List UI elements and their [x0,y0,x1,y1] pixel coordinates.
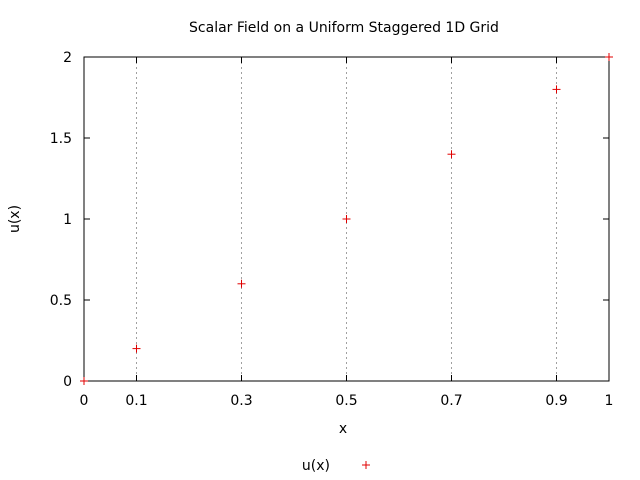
data-point [132,344,141,353]
x-tick-label: 0.3 [230,393,252,409]
x-tick-label: 1 [605,393,614,409]
data-point [552,85,561,94]
x-tick-label: 0.9 [545,393,567,409]
y-tick-label: 0 [63,374,72,390]
legend-label: u(x) [302,458,330,474]
legend: u(x) [302,458,370,474]
legend-marker-symbol [362,461,370,469]
ticks-layer: 0 0.1 0.3 0.5 0.7 0.9 1 0 0.5 1 1.5 2 [50,50,614,409]
chart-title: Scalar Field on a Uniform Staggered 1D G… [189,20,499,36]
x-tick-label: 0.1 [125,393,147,409]
points-layer [80,53,613,385]
y-tick-label: 2 [63,50,72,66]
y-tick-label: 0.5 [50,293,72,309]
data-point [237,279,246,288]
y-tick-label: 1.5 [50,131,72,147]
data-point [80,377,88,385]
y-tick-label: 1 [63,212,72,228]
data-point [342,215,351,223]
data-point [605,53,613,61]
legend-marker [362,461,370,469]
x-tick-label: 0 [80,393,89,409]
x-tick-label: 0.7 [440,393,462,409]
x-tick-label: 0.5 [335,393,357,409]
x-axis-label: x [339,421,347,437]
data-point [447,150,456,159]
y-axis-label: u(x) [7,205,23,233]
